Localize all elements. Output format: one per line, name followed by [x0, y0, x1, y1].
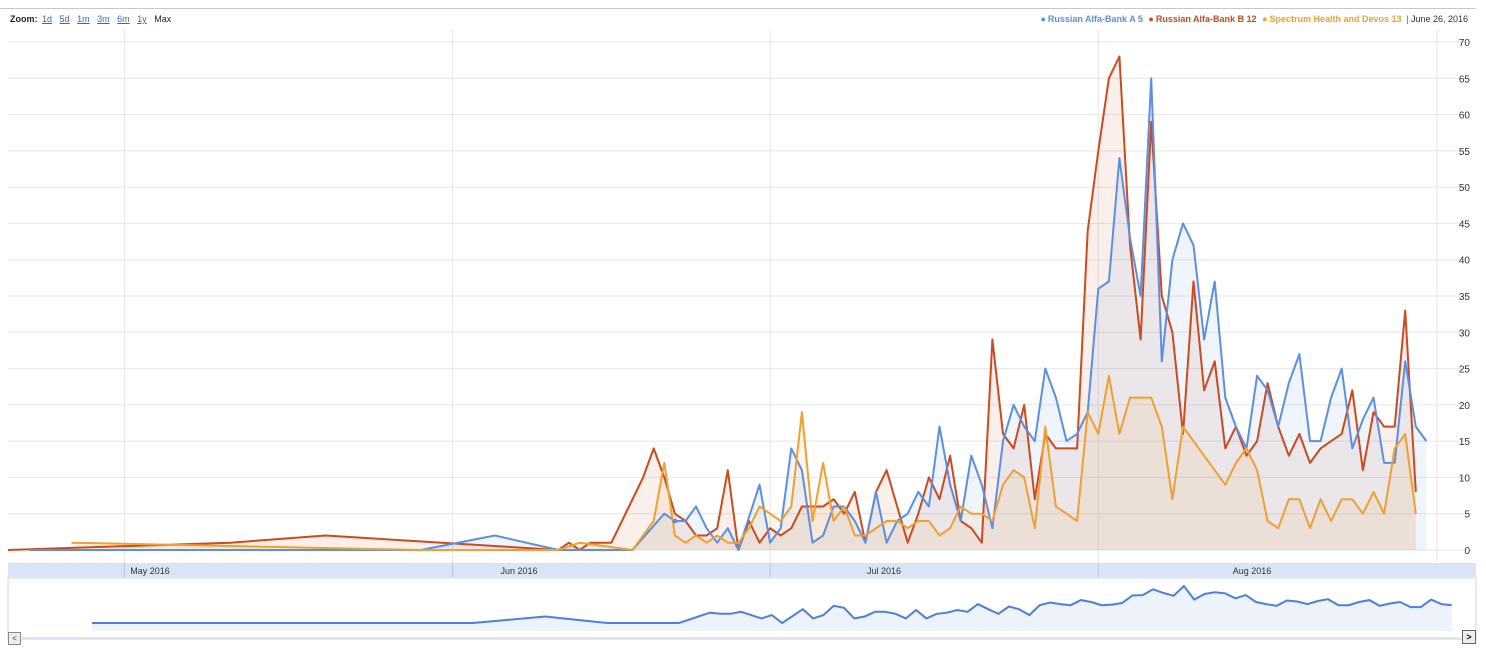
x-axis-band: May 2016 Jun 2016 Jul 2016 Aug 2016: [8, 563, 1476, 577]
legend: ● Russian Alfa-Bank A 5 ● Russian Alfa-Ban…: [1037, 14, 1468, 24]
y-tick-label: 70: [1459, 38, 1471, 49]
zoom-bar: Zoom: 1d 5d 1m 3m 6m 1y Max: [10, 14, 171, 24]
y-tick-label: 5: [1464, 510, 1470, 521]
x-tick-label: Aug 2016: [1233, 566, 1272, 576]
top-border: [0, 8, 1476, 9]
x-tick-label: Jul 2016: [867, 566, 901, 576]
zoom-option-6m[interactable]: 6m: [117, 14, 130, 24]
y-tick-label: 10: [1459, 473, 1471, 484]
navigator: [7, 577, 1477, 640]
zoom-option-1d[interactable]: 1d: [42, 14, 53, 24]
y-tick-label: 60: [1459, 111, 1471, 122]
y-tick-label: 55: [1459, 147, 1471, 158]
y-tick-label: 30: [1459, 328, 1471, 339]
plot-background: [8, 30, 1473, 550]
y-tick-label: 35: [1459, 292, 1471, 303]
navigator-scroll-track[interactable]: [22, 637, 1460, 640]
series-line-0: [29, 77, 1428, 551]
series-area-2: [71, 375, 1416, 550]
zoom-label: Zoom:: [10, 14, 38, 24]
scroll-left-button[interactable]: <: [8, 632, 21, 645]
legend-item-alfa-b: Russian Alfa-Bank B 12: [1155, 14, 1257, 24]
series-line-2: [71, 374, 1417, 551]
legend-item-alfa-a: Russian Alfa-Bank A 5: [1047, 14, 1143, 24]
navigator-line: [92, 584, 1452, 625]
scroll-right-button[interactable]: >: [1462, 630, 1476, 644]
zoom-option-3m[interactable]: 3m: [97, 14, 110, 24]
y-tick-label: 45: [1459, 219, 1471, 230]
chart-grid: [8, 30, 1473, 578]
navigator-area: [92, 586, 1452, 631]
y-tick-label: 50: [1459, 183, 1471, 194]
legend-dot-icon: ●: [1262, 14, 1268, 24]
zoom-option-5d[interactable]: 5d: [59, 14, 70, 24]
legend-dot-icon: ●: [1148, 14, 1154, 24]
x-tick-label: Jun 2016: [500, 566, 537, 576]
zoom-option-1y[interactable]: 1y: [137, 14, 147, 24]
legend-separator: |: [1406, 14, 1409, 24]
legend-item-spectrum: Spectrum Health and Devos 13: [1269, 14, 1402, 24]
x-axis-background: [8, 563, 1476, 577]
zoom-option-max[interactable]: Max: [154, 14, 172, 24]
chart-lines: [7, 55, 1428, 551]
legend-date: June 26, 2016: [1410, 14, 1468, 24]
x-tick-label: May 2016: [130, 566, 170, 576]
series-area-1: [8, 56, 1416, 550]
y-tick-label: 20: [1459, 401, 1471, 412]
y-tick-label: 40: [1459, 256, 1471, 267]
zoom-option-1m[interactable]: 1m: [77, 14, 90, 24]
y-tick-label: 15: [1459, 437, 1471, 448]
series-line-1: [7, 55, 1417, 551]
legend-dot-icon: ●: [1040, 14, 1046, 24]
y-tick-label: 0: [1464, 546, 1470, 557]
y-tick-label: 25: [1459, 365, 1471, 376]
hover-marker: [672, 518, 678, 524]
y-axis-ticks: 0 5 10 15 20 25 30 35 40 45 50 55 60 65 70: [1459, 38, 1471, 557]
y-tick-label: 65: [1459, 74, 1471, 85]
